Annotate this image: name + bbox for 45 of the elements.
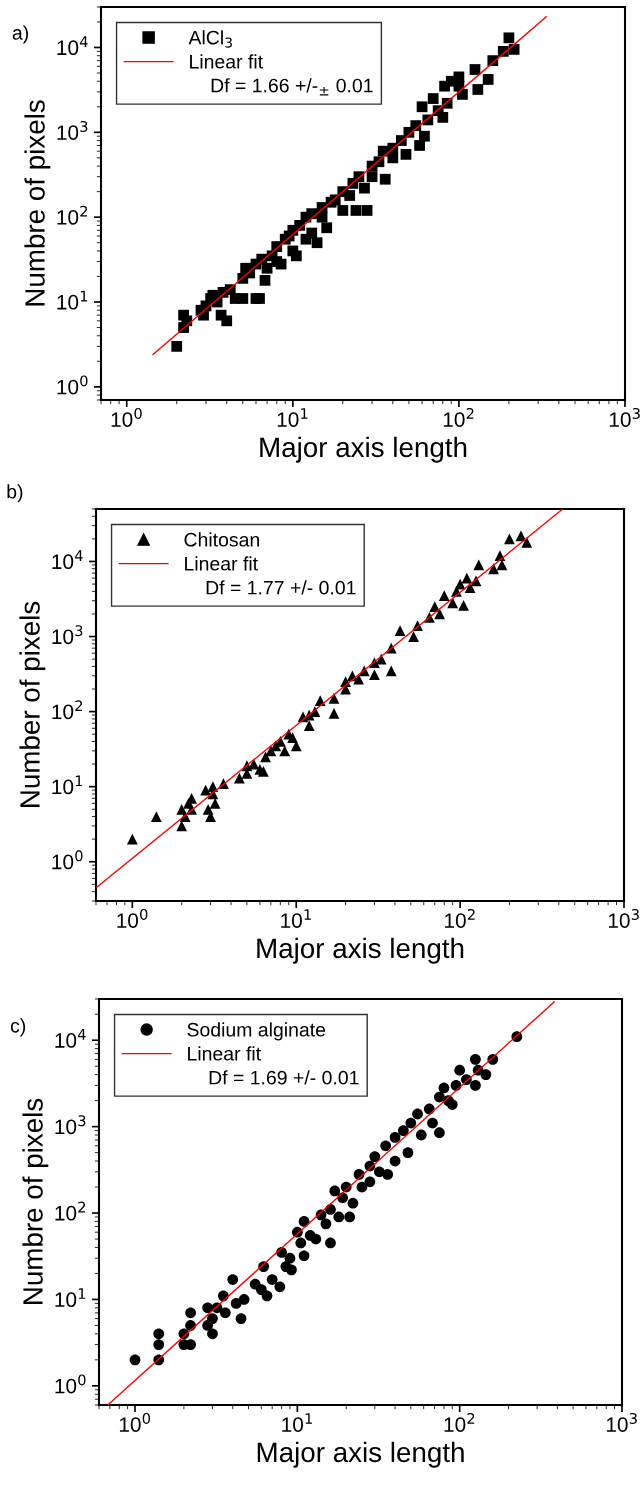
x-tick-label: 10$^{2}$	[444, 1412, 475, 1432]
y-tick-label: 10$^{1}$	[55, 1288, 86, 1308]
y-tick-label: 10$^{1}$	[52, 775, 83, 795]
x-tick-label: 10$^{1}$	[282, 1413, 312, 1432]
annotation: Df = 1.66 +/-$_{±}$ 0.01	[211, 78, 373, 96]
x-tick-label: 10$^{2}$	[443, 407, 474, 427]
y-tick-label: 10$^{2}$	[55, 1201, 86, 1221]
x-tick-label: 10$^{3}$	[608, 908, 639, 928]
y-tick-label: 10$^{4}$	[57, 36, 88, 56]
x-tick-label: 10$^{0}$	[119, 1412, 151, 1432]
y-tick-label: 10$^{3}$	[57, 120, 88, 140]
x-axis-title: Major axis length	[260, 436, 467, 463]
y-tick-label: 10$^{0}$	[52, 850, 83, 870]
x-tick-label: 10$^{2}$	[445, 908, 475, 928]
legend-label: Chitosan	[184, 532, 259, 547]
annotation: Df = 1.69 +/- 0.01	[209, 1070, 359, 1085]
y-axis-title: Numbre of pixels	[24, 100, 51, 306]
legend-label: Linear fit	[185, 556, 258, 571]
x-axis-title: Major axis length	[257, 1441, 464, 1468]
y-axis-title: Numbre of pixels	[22, 1098, 49, 1304]
x-tick-label: 10$^{1}$	[281, 909, 311, 928]
legend-label: Linear fit	[190, 54, 263, 69]
chart-title: b)	[7, 484, 23, 503]
legend-label: AlCl$_{3}$	[188, 30, 232, 48]
annotation: Df = 1.77 +/- 0.01	[206, 580, 356, 595]
text: c)	[10, 1018, 26, 1037]
x-tick-label: 10$^{0}$	[117, 908, 148, 928]
y-tick-label: 10$^{3}$	[52, 625, 83, 645]
y-tick-label: 10$^{0}$	[57, 375, 88, 395]
y-tick-label: 10$^{4}$	[55, 1029, 86, 1048]
y-tick-label: 10$^{4}$	[52, 550, 83, 570]
y-tick-label: 10$^{1}$	[57, 290, 88, 310]
x-tick-label: 10$^{0}$	[111, 407, 142, 427]
y-tick-label: 10$^{2}$	[52, 700, 83, 720]
y-tick-label: 10$^{0}$	[55, 1374, 86, 1394]
x-axis-title: Major axis length	[257, 937, 464, 964]
y-tick-label: 10$^{2}$	[57, 205, 88, 225]
y-tick-label: 10$^{3}$	[55, 1115, 86, 1135]
legend-label: Sodium alginate	[187, 1022, 326, 1041]
x-tick-label: 10$^{1}$	[277, 408, 308, 427]
x-tick-label: 10$^{3}$	[606, 1412, 637, 1432]
text: a)	[12, 25, 28, 44]
x-tick-label: 10$^{3}$	[609, 407, 640, 427]
y-axis-title: Number of pixels	[19, 601, 46, 807]
legend-label: Linear fit	[188, 1046, 261, 1061]
